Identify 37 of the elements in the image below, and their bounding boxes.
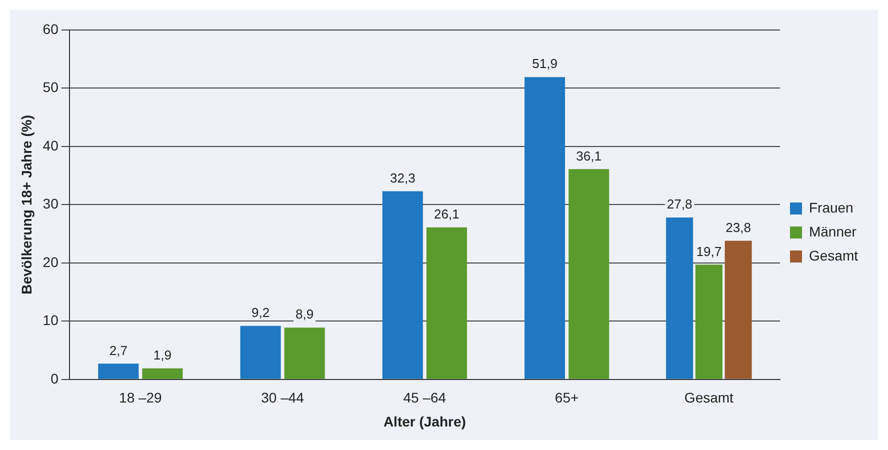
- y-tick-label: 20: [42, 254, 59, 270]
- data-label: 9,2: [251, 304, 270, 320]
- y-tick-label: 10: [42, 312, 59, 328]
- bar: [142, 368, 183, 379]
- x-axis-title: Alter (Jahre): [383, 413, 466, 430]
- y-tick-label: 30: [42, 196, 59, 212]
- bar: [568, 169, 610, 379]
- bar: [426, 227, 467, 379]
- data-label: 36,1: [576, 148, 602, 164]
- legend-label: Frauen: [808, 199, 854, 216]
- bar: [724, 240, 752, 379]
- x-tick-label: 18 –29: [119, 390, 162, 406]
- y-tick-label: 60: [42, 20, 59, 37]
- legend-label: Gesamt: [808, 247, 858, 264]
- data-label: 51,9: [532, 56, 558, 72]
- x-tick-label: 45 –64: [403, 390, 446, 406]
- y-tick-label: 40: [42, 137, 59, 154]
- bar: [382, 191, 423, 379]
- data-label: 26,1: [434, 206, 460, 222]
- x-tick-label: 65+: [554, 390, 579, 406]
- bar: [284, 328, 325, 379]
- x-tick-label: Gesamt: [684, 390, 734, 406]
- y-tick-label: 50: [42, 79, 59, 96]
- y-tick-label: 0: [50, 370, 59, 386]
- data-label: 32,3: [390, 170, 416, 186]
- legend-label: Männer: [808, 223, 857, 240]
- data-label: 19,7: [696, 244, 722, 259]
- bar: [524, 77, 566, 379]
- bar: [98, 364, 139, 379]
- bar: [240, 326, 281, 379]
- data-label: 8,9: [296, 306, 314, 322]
- data-label: 23,8: [726, 220, 751, 235]
- data-label: 1,9: [153, 347, 172, 362]
- y-axis-title: Bevölkerung 18+ Jahre (%): [18, 115, 34, 294]
- data-label: 2,7: [109, 342, 128, 358]
- data-label: 27,8: [666, 196, 692, 212]
- x-tick-label: 30 –44: [261, 390, 304, 406]
